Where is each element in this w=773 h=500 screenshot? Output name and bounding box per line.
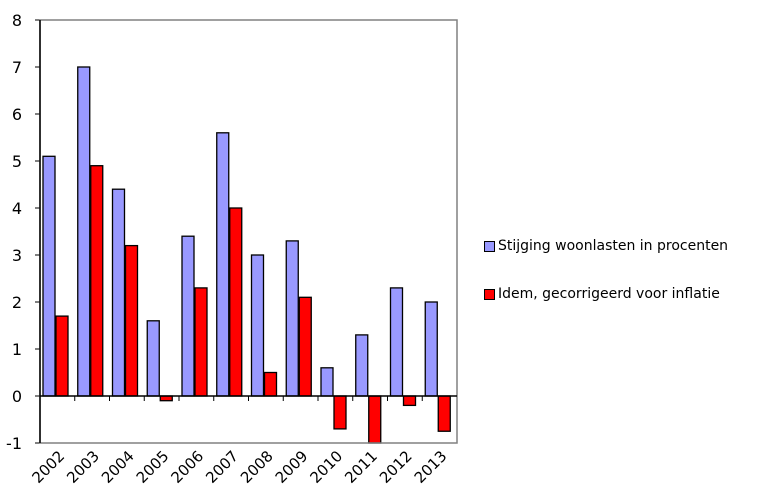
x-tick-label: 2004 [98, 447, 138, 487]
bar-series-2-2012 [402, 395, 417, 407]
x-tick-label: 2010 [306, 447, 346, 487]
x-tick-label: 2009 [272, 447, 312, 487]
x-tick-label: 2011 [341, 447, 381, 487]
x-tick-label: 2007 [202, 447, 242, 487]
bar-series-1-2013 [424, 301, 438, 397]
bar-series-2-2013 [437, 395, 451, 432]
x-tick-label: 2008 [237, 447, 277, 487]
x-tick-label: 2012 [376, 447, 416, 487]
x-tick-label: 2003 [63, 447, 103, 487]
y-tick-label: 1 [12, 340, 22, 359]
legend-label-series-2: Idem, gecorrigeerd voor inflatie [498, 286, 720, 302]
y-tick-label: 0 [12, 387, 22, 406]
y-tick-label: 5 [12, 152, 22, 171]
bar-series-2-2010 [333, 395, 347, 430]
legend: Stijging woonlasten in procenten Idem, g… [484, 236, 728, 332]
bar-series-1-2004 [111, 188, 126, 397]
legend-swatch-series-1 [484, 240, 495, 252]
bar-series-2-2002 [55, 315, 69, 397]
bar-series-1-2005 [146, 320, 160, 397]
y-tick-label: 7 [12, 58, 22, 77]
bar-series-1-2010 [320, 367, 334, 397]
legend-swatch-series-2 [484, 288, 495, 300]
y-tick-label: 3 [12, 246, 22, 265]
x-tick-label: 2013 [411, 447, 451, 487]
bar-series-2-2007 [229, 207, 243, 397]
bar-series-1-2003 [77, 66, 91, 397]
bar-series-1-2007 [216, 132, 230, 397]
x-tick-label: 2002 [28, 447, 68, 487]
bar-series-1-2008 [250, 254, 265, 397]
bar-series-2-2009 [298, 296, 312, 397]
bars [42, 66, 451, 444]
x-tick-label: 2005 [133, 447, 173, 487]
bar-series-1-2006 [181, 235, 195, 397]
bar-series-1-2002 [42, 155, 56, 397]
x-tick-label: 2006 [167, 447, 207, 487]
y-tick-label: 8 [12, 11, 22, 30]
bar-series-1-2009 [285, 240, 299, 397]
bar-series-2-2004 [124, 244, 139, 397]
y-tick-label: 6 [12, 105, 22, 124]
bar-series-2-2006 [194, 287, 208, 397]
bar-series-2-2008 [263, 371, 278, 397]
bar-series-1-2011 [355, 334, 369, 397]
legend-item-series-1: Stijging woonlasten in procenten [484, 236, 728, 256]
bar-series-2-2003 [90, 165, 104, 397]
y-tick-label: 4 [12, 199, 22, 218]
legend-label-series-1: Stijging woonlasten in procenten [498, 238, 729, 254]
bar-series-1-2012 [389, 287, 404, 397]
legend-item-series-2: Idem, gecorrigeerd voor inflatie [484, 284, 728, 304]
y-tick-label: 2 [12, 293, 22, 312]
x-axis-ticks: 2002200320042005200620072008200920102011… [28, 396, 458, 487]
bar-series-2-2011 [368, 395, 382, 444]
y-axis-ticks: -1 0 1 2 3 4 5 6 7 8 [6, 11, 40, 453]
y-tick-label: -1 [6, 434, 22, 453]
